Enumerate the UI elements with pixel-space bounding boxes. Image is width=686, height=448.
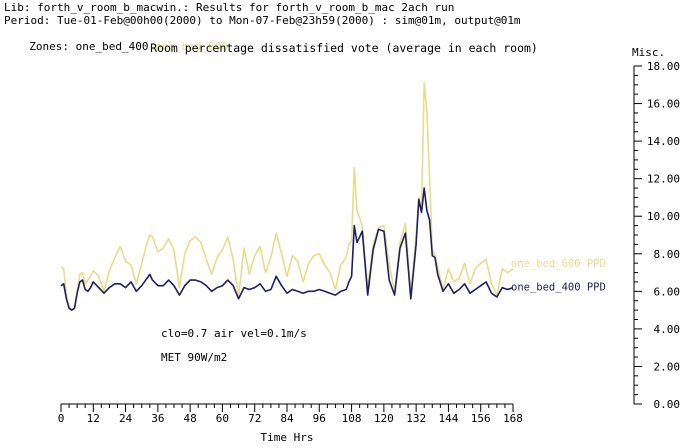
x-tick-label: 144 [438, 412, 458, 425]
y-tick-label: 0.00 [654, 398, 681, 411]
y-tick-label: 8.00 [654, 248, 681, 261]
x-tick-label: 156 [471, 412, 491, 425]
series-one-bed-400-label: one_bed_400 PPD [511, 282, 606, 294]
zone-b-label: one_bed_600 [155, 40, 228, 53]
series-one-bed-600-label: one_bed_600 PPD [511, 258, 606, 270]
x-tick-label: 96 [313, 412, 326, 425]
x-tick-label: 12 [87, 412, 100, 425]
y-axis-title: Misc. [632, 46, 665, 59]
x-tick-label: 72 [248, 412, 261, 425]
zones-label: Zones: [29, 40, 69, 53]
x-axis-label: Time Hrs [261, 431, 314, 444]
x-tick-label: 120 [374, 412, 394, 425]
annotation-clo: clo=0.7 air vel=0.1m/s [161, 327, 307, 340]
x-tick-label: 84 [280, 412, 294, 425]
y-tick-label: 18.00 [647, 60, 680, 73]
library-results-line: Lib: forth_v_room_b_macwin.: Results for… [4, 1, 455, 14]
y-tick-label: 2.00 [654, 360, 681, 373]
zones-legend: Zones: one_bed_400 one_bed_600 [16, 29, 228, 53]
x-tick-label: 60 [216, 412, 229, 425]
chart-title: Room percentage dissatisfied vote (avera… [150, 41, 538, 55]
x-tick-label: 108 [342, 412, 362, 425]
y-tick-label: 4.00 [654, 323, 681, 336]
x-tick-label: 36 [151, 412, 164, 425]
y-tick-label: 14.00 [647, 135, 680, 148]
annotation-met: MET 90W/m2 [161, 351, 227, 364]
x-tick-label: 0 [58, 412, 65, 425]
zone-a-label: one_bed_400 [75, 40, 149, 53]
y-tick-label: 12.00 [647, 173, 680, 186]
y-tick-label: 6.00 [654, 285, 681, 298]
period-line: Period: Tue-01-Feb@00h00(2000) to Mon-07… [4, 14, 521, 27]
x-tick-label: 24 [119, 412, 133, 425]
x-tick-label: 132 [406, 412, 426, 425]
y-tick-label: 16.00 [647, 98, 680, 111]
y-tick-label: 10.00 [647, 210, 680, 223]
series-one-bed-400-line [60, 187, 514, 311]
x-tick-label: 48 [184, 412, 197, 425]
x-tick-label: 168 [503, 412, 523, 425]
series-one-bed-600-line [60, 82, 514, 311]
